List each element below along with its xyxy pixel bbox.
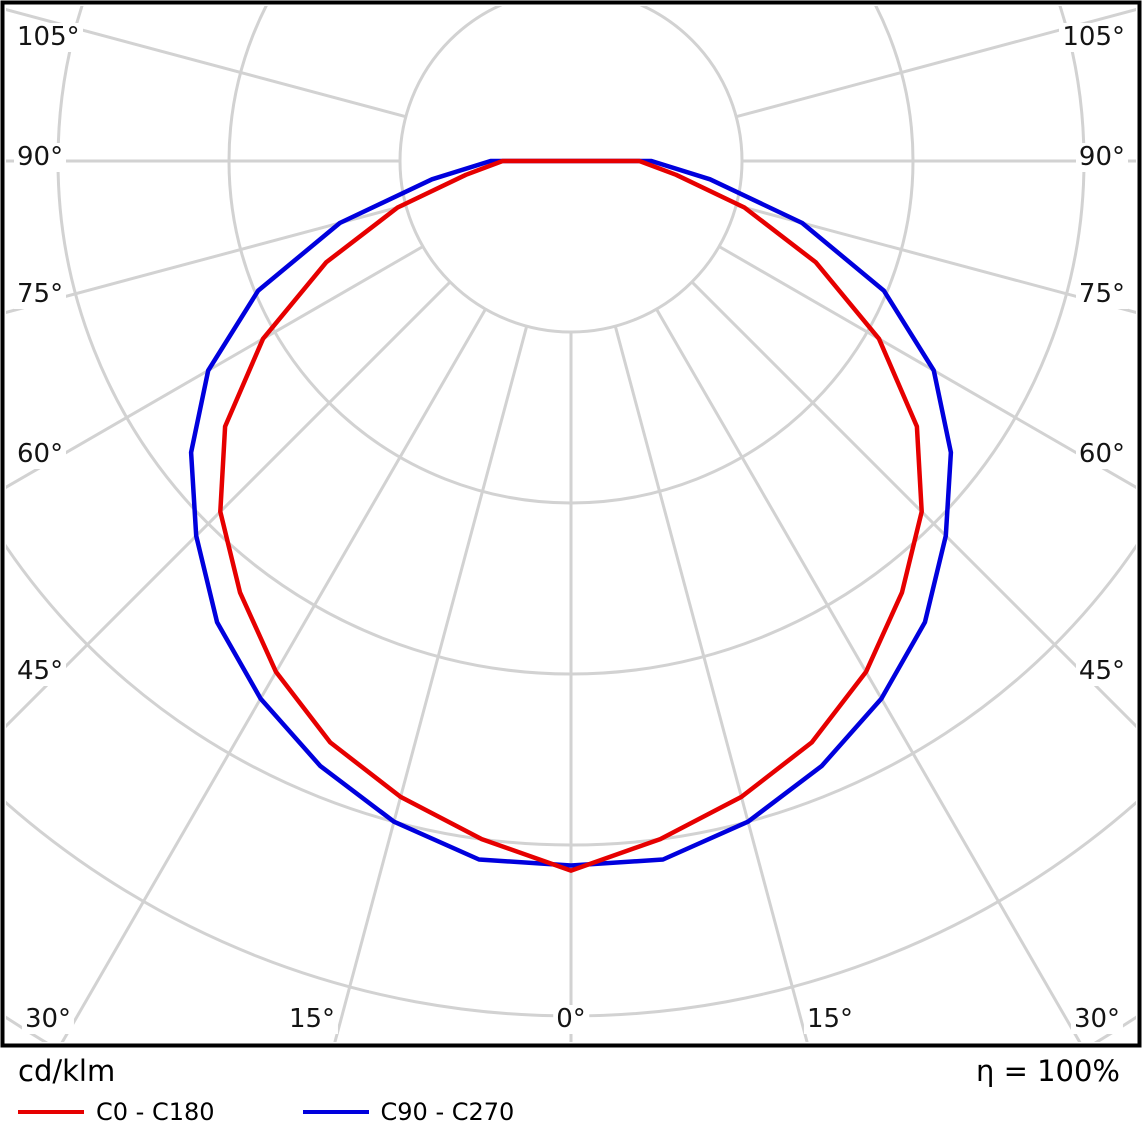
- angle-label-right-60: 60°: [1075, 440, 1128, 469]
- angle-label-bottom-30-left: 30°: [21, 1005, 75, 1034]
- angle-label-right-45: 45°: [1075, 657, 1128, 686]
- angle-label-right-105: 105°: [1059, 23, 1128, 52]
- chart-frame: [0, 0, 1142, 1048]
- legend-item-c0-c180: C0 - C180: [18, 1100, 215, 1124]
- unit-label: cd/klm: [18, 1054, 116, 1088]
- legend-label-c0-c180: C0 - C180: [96, 1098, 215, 1126]
- angle-label-bottom-15-left: 15°: [285, 1005, 339, 1034]
- angle-label-bottom-0: 0°: [553, 1005, 589, 1034]
- angle-label-right-90: 90°: [1075, 143, 1128, 172]
- polar-chart-canvas: [0, 0, 1142, 1048]
- curve-c90-c270: [188, 158, 954, 868]
- grid-spoke-60: [718, 245, 1136, 489]
- chart-footer: cd/klm η = 100% C0 - C180 C90 - C270: [0, 1048, 1142, 1132]
- legend-swatch-c90-c270: [302, 1110, 369, 1114]
- legend-label-c90-c270: C90 - C270: [380, 1098, 515, 1126]
- angle-label-bottom-15-right: 15°: [803, 1005, 857, 1034]
- grid-spoke--75: [6, 203, 407, 314]
- grid-spoke--105: [6, 8, 407, 119]
- angle-label-left-60: 60°: [14, 440, 67, 469]
- grid-spoke-75: [735, 203, 1136, 314]
- legend-item-c90-c270: C90 - C270: [302, 1098, 515, 1126]
- angle-label-bottom-30-right: 30°: [1070, 1005, 1124, 1034]
- legend-swatch-c0-c180: [18, 1110, 84, 1114]
- legend: C0 - C180 C90 - C270: [18, 1100, 592, 1124]
- angle-label-left-90: 90°: [14, 143, 67, 172]
- grid-spoke-45: [690, 280, 1136, 729]
- grid-spoke-30: [655, 308, 1082, 1042]
- grid-spoke--15: [333, 325, 529, 1042]
- curve-c0-c180: [218, 158, 924, 873]
- grid-spoke-105: [735, 8, 1136, 119]
- angle-label-right-75: 75°: [1075, 280, 1128, 309]
- grid-spoke-15: [613, 325, 809, 1042]
- efficiency-label: η = 100%: [975, 1054, 1120, 1088]
- grid-spoke--30: [60, 308, 487, 1042]
- angle-label-left-75: 75°: [14, 280, 67, 309]
- angle-label-left-45: 45°: [14, 657, 67, 686]
- angle-label-left-105: 105°: [14, 23, 83, 52]
- grid-spoke--60: [6, 245, 424, 489]
- grid-spoke--45: [6, 280, 452, 729]
